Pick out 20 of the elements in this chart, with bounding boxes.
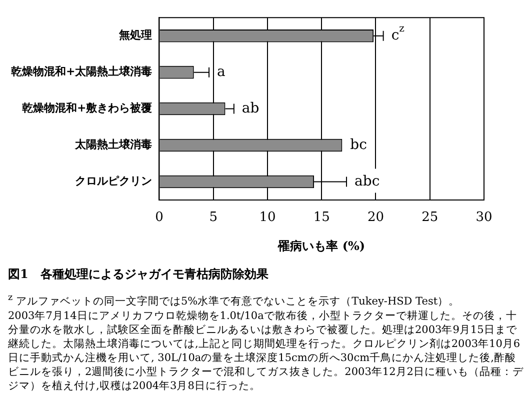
annotation: ab bbox=[242, 100, 260, 116]
x-tick-label: 15 bbox=[313, 210, 330, 226]
x-axis-title: 罹病いも率 (%) bbox=[277, 238, 366, 253]
annotation: a bbox=[217, 64, 226, 80]
x-tick-label: 30 bbox=[476, 210, 492, 226]
y-tick-label: 太陽熱土壌消毒 bbox=[74, 138, 152, 152]
annotation: bc bbox=[350, 136, 368, 153]
text: 2003年7月14日にアメリカフウロ乾燥物を1.0t/10aで散布後，小型トラクターで耕運した。その後，十分量の水を散水し，試験区全面を酢酸ビニルあるいは敷きわらで被覆した。処理は2003年9月15日まで継続した。太陽熱土壌消毒については,上記と同じ期間処理を行った。クロルピクリン剤は2003年10月6日に手動式かん注機を用いて, 30L/10aの量を土壌深度15cmの所へ30cm千鳥にかん注処理した後,酢酸ビニルを張り，2週間後に小型トラクターで混和してガス抜きした。2003年12月2日に種いも（品種：デジマ）を植え付け,収穫は2004年3月8日に行った。 bbox=[8, 308, 524, 392]
x-tick-label: 0 bbox=[155, 210, 164, 226]
x-tick-label: 25 bbox=[422, 210, 438, 226]
y-tick-label: 乾燥物混和+敷きわら被覆 bbox=[22, 102, 152, 115]
y-tick-label: クロルピクリン bbox=[75, 174, 152, 188]
text: 図1 各種処理によるジャガイモ青枯病防除効果 bbox=[8, 266, 270, 283]
annotation: abc bbox=[354, 173, 380, 190]
x-tick-label: 5 bbox=[209, 210, 218, 226]
y-tick-label: 乾燥物混和+太陽熱土壌消毒 bbox=[11, 65, 152, 78]
y-tick-label: 無処理 bbox=[118, 28, 152, 42]
x-tick-label: 10 bbox=[259, 210, 276, 226]
x-tick-label: 20 bbox=[367, 210, 384, 226]
text: $^{z}$ アルファベットの同一文字間では5%水準で有意でないことを示す（Tukey-HSD Test）。 bbox=[8, 292, 461, 308]
